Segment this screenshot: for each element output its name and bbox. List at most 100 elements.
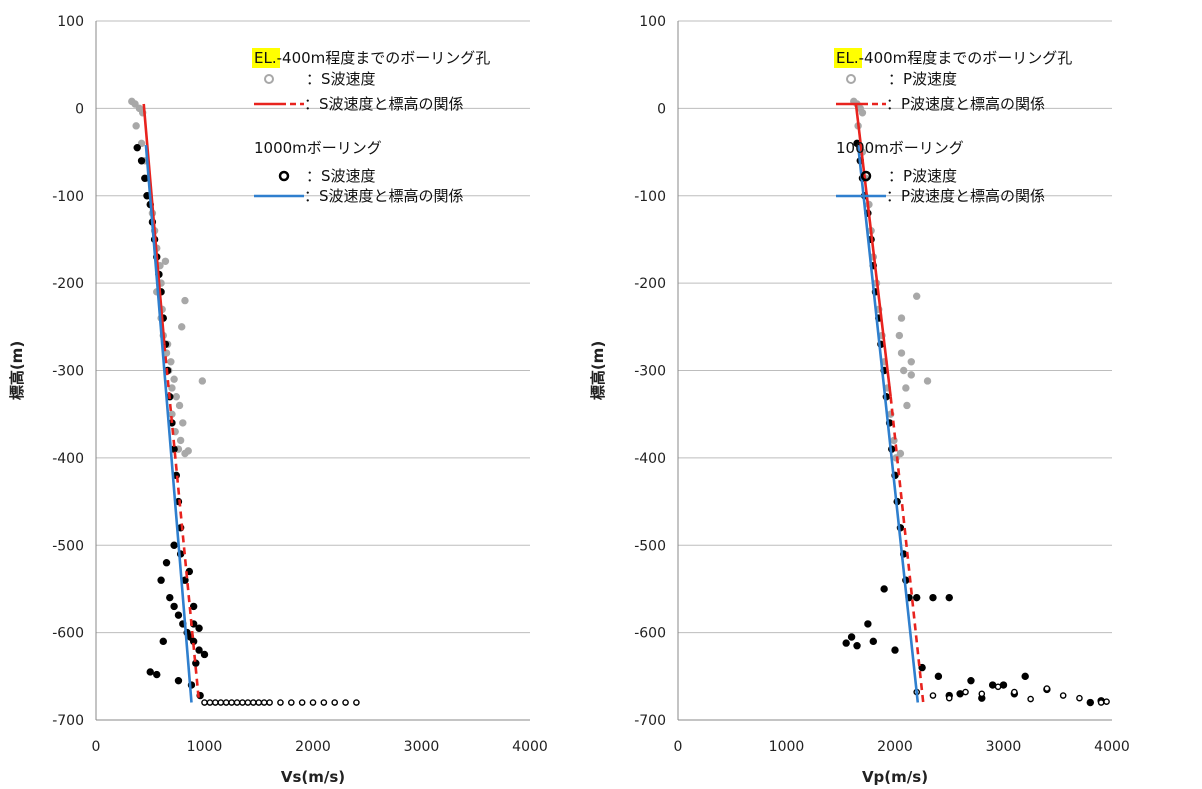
x-tick-label: 3000 [986, 739, 1022, 755]
legend-group1-title: EL.-400m程度までのボーリング孔 [836, 49, 1072, 67]
data-point [1044, 686, 1049, 691]
data-point [178, 323, 185, 330]
data-point [171, 603, 178, 610]
grid-lines [678, 21, 1112, 720]
legend-group1-text: -400m程度までのボーリング孔 [277, 49, 491, 67]
data-point [1087, 699, 1094, 706]
data-point [173, 393, 180, 400]
data-point [175, 612, 182, 619]
data-point [354, 700, 359, 705]
data-point [245, 700, 250, 705]
grid-lines [96, 21, 530, 720]
legend-group2-title: 1000mボーリング [836, 139, 964, 157]
data-point [321, 700, 326, 705]
x-tick-label: 0 [674, 739, 683, 755]
data-point [935, 673, 942, 680]
data-point [240, 700, 245, 705]
fit-line [891, 397, 924, 703]
data-point [864, 620, 871, 627]
data-point [229, 700, 234, 705]
data-point [924, 378, 931, 385]
data-point [968, 677, 975, 684]
data-point [896, 332, 903, 339]
data-point [201, 651, 208, 658]
data-point [1022, 673, 1029, 680]
legend: EL.-400m程度までのボーリング孔 ：S波速度 ：S波速度と標高の関係 10… [252, 48, 490, 205]
x-tick-label: 1000 [769, 739, 805, 755]
data-point [897, 450, 904, 457]
data-point [176, 402, 183, 409]
data-point [202, 700, 207, 705]
data-point [908, 371, 915, 378]
data-point [262, 700, 267, 705]
data-point [256, 700, 261, 705]
data-point [854, 642, 861, 649]
data-point [1104, 699, 1109, 704]
fit-line [144, 104, 165, 344]
data-point [153, 671, 160, 678]
data-point [843, 640, 850, 647]
data-point [167, 358, 174, 365]
data-point [163, 559, 170, 566]
legend-label-deep-points: ：P波速度 [888, 167, 957, 185]
data-point [177, 437, 184, 444]
data-point [199, 378, 206, 385]
y-tick-labels: 100 0 -100 -200 -300 -400 -500 -600 -700 [634, 14, 666, 729]
x-tick-label: 2000 [295, 739, 331, 755]
y-axis-title: 標高(m) [589, 341, 607, 400]
y-tick-label: -700 [634, 713, 666, 729]
legend-label-deep-fit: ：P波速度と標高の関係 [886, 187, 1045, 205]
y-tick-label: -600 [634, 626, 666, 642]
data-point [179, 420, 186, 427]
y-tick-label: -400 [52, 451, 84, 467]
data-point [162, 258, 169, 265]
legend-group2-title: 1000mボーリング [254, 139, 382, 157]
data-point [995, 684, 1000, 689]
data-point [158, 577, 165, 584]
data-point [1061, 693, 1066, 698]
fit-line [858, 145, 918, 702]
data-point [946, 594, 953, 601]
data-point [900, 367, 907, 374]
y-tick-label: -700 [52, 713, 84, 729]
data-point [224, 700, 229, 705]
legend-label-shallow-fit: ：P波速度と標高の関係 [886, 95, 1045, 113]
data-point [332, 700, 337, 705]
data-point [218, 700, 223, 705]
data-point [166, 594, 173, 601]
data-point [904, 402, 911, 409]
data-point [171, 542, 178, 549]
data-point [898, 350, 905, 357]
x-tick-label: 4000 [512, 739, 548, 755]
y-tick-label: -300 [634, 364, 666, 380]
y-tick-label: 100 [639, 14, 666, 30]
legend-group1-el: EL. [836, 49, 859, 67]
data-point [138, 157, 145, 164]
y-tick-label: -500 [634, 538, 666, 554]
y-tick-label: -100 [52, 189, 84, 205]
x-tick-labels: 0 1000 2000 3000 4000 [674, 739, 1130, 755]
legend-label-shallow-points: ：P波速度 [888, 70, 957, 88]
legend-label-deep-points: ：S波速度 [306, 167, 376, 185]
x-tick-label: 1000 [187, 739, 223, 755]
legend-group1-title: EL.-400m程度までのボーリング孔 [254, 49, 490, 67]
data-point [300, 700, 305, 705]
legend-label-shallow-fit: ：S波速度と標高の関係 [304, 95, 464, 113]
x-axis-title: Vs(m/s) [281, 768, 345, 786]
data-point [930, 594, 937, 601]
data-point [979, 691, 984, 696]
data-point [1028, 696, 1033, 701]
data-point [848, 634, 855, 641]
vp-chart-panel: 100 0 -100 -200 -300 -400 -500 -600 -700… [589, 14, 1130, 786]
data-point [913, 594, 920, 601]
y-tick-label: -200 [52, 276, 84, 292]
legend-marker-deep-points [280, 172, 288, 180]
y-tick-label: -400 [634, 451, 666, 467]
x-tick-label: 4000 [1094, 739, 1130, 755]
x-tick-labels: 0 1000 2000 3000 4000 [92, 739, 548, 755]
data-point [175, 677, 182, 684]
x-axis-title: Vp(m/s) [862, 768, 928, 786]
legend-group1-el: EL. [254, 49, 277, 67]
data-point [310, 700, 315, 705]
data-point [913, 293, 920, 300]
